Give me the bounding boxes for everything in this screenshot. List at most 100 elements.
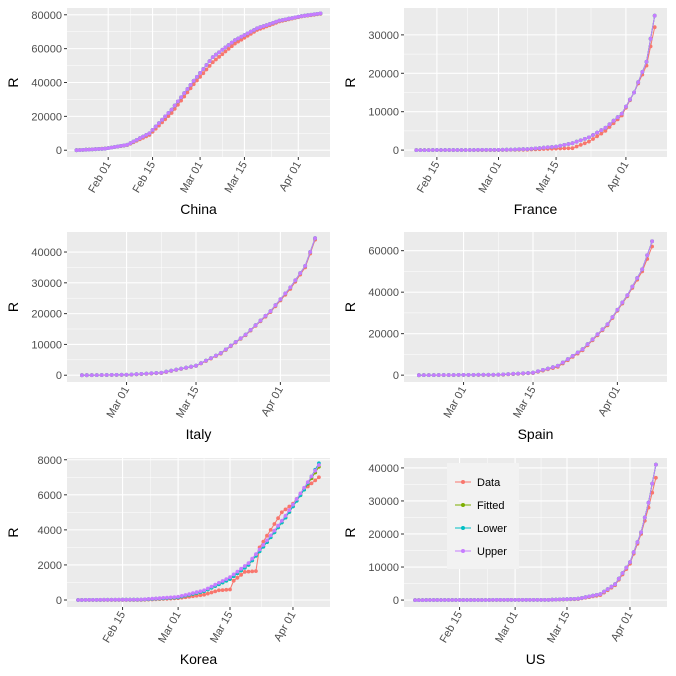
data-point bbox=[166, 111, 171, 115]
data-point bbox=[220, 579, 225, 583]
data-point bbox=[582, 141, 587, 146]
data-point bbox=[579, 596, 584, 600]
data-point bbox=[298, 271, 303, 275]
data-point bbox=[89, 373, 94, 377]
data-point bbox=[476, 598, 480, 602]
x-tick-label: Mar 15 bbox=[545, 610, 573, 646]
data-point bbox=[413, 598, 417, 602]
data-point bbox=[198, 75, 203, 79]
series-upper bbox=[414, 13, 657, 153]
data-point bbox=[591, 137, 595, 141]
data-point bbox=[224, 577, 229, 581]
data-point bbox=[517, 147, 521, 152]
data-point bbox=[139, 597, 144, 602]
data-point bbox=[467, 148, 472, 152]
data-point bbox=[560, 360, 565, 365]
data-point bbox=[271, 21, 275, 25]
data-point bbox=[185, 90, 190, 95]
data-point bbox=[639, 530, 643, 535]
data-point bbox=[305, 13, 310, 18]
data-point bbox=[620, 571, 625, 575]
data-point bbox=[531, 598, 536, 602]
x-tick-label: Feb 01 bbox=[86, 160, 114, 196]
data-point bbox=[615, 307, 620, 312]
data-point bbox=[179, 95, 184, 100]
data-point bbox=[418, 148, 423, 153]
data-point bbox=[129, 372, 134, 377]
data-point bbox=[616, 576, 621, 581]
data-point bbox=[142, 597, 147, 602]
data-point bbox=[461, 598, 466, 602]
data-point bbox=[109, 373, 114, 377]
data-point bbox=[233, 38, 237, 43]
series-upper bbox=[76, 463, 321, 602]
y-tick-label: 80000 bbox=[31, 10, 62, 22]
data-point bbox=[176, 102, 180, 107]
data-point bbox=[253, 323, 258, 328]
panel-france: 0 10000 20000 30000 Feb 15 Mar 01 Mar 15 Apr 01… bbox=[342, 8, 667, 217]
data-point bbox=[554, 597, 558, 602]
data-point bbox=[504, 147, 509, 152]
data-point bbox=[640, 267, 645, 272]
data-point bbox=[207, 64, 212, 68]
data-point bbox=[83, 598, 88, 602]
data-point bbox=[509, 598, 514, 602]
data-point bbox=[603, 129, 608, 133]
data-point bbox=[239, 37, 244, 42]
data-point bbox=[278, 297, 283, 302]
y-tick-label: 0 bbox=[56, 595, 62, 607]
data-point bbox=[424, 598, 429, 602]
data-point bbox=[565, 357, 570, 362]
data-point bbox=[610, 315, 615, 319]
data-point bbox=[574, 139, 579, 144]
data-point bbox=[463, 148, 468, 152]
data-point bbox=[106, 146, 111, 151]
data-point bbox=[613, 582, 617, 587]
data-point bbox=[551, 365, 555, 370]
data-point bbox=[80, 373, 84, 378]
data-point bbox=[318, 11, 323, 16]
data-point bbox=[250, 569, 255, 574]
y-tick-label: 40000 bbox=[31, 78, 62, 90]
panel-background bbox=[404, 232, 667, 382]
data-point bbox=[153, 124, 158, 129]
y-tick-label: 30000 bbox=[368, 496, 399, 508]
x-tick-label: Apr 01 bbox=[605, 160, 632, 194]
data-point bbox=[591, 593, 595, 598]
data-point bbox=[557, 597, 562, 602]
data-point bbox=[279, 518, 284, 523]
data-point bbox=[238, 336, 243, 341]
data-point bbox=[248, 328, 253, 332]
data-point bbox=[476, 148, 480, 152]
data-point bbox=[242, 570, 247, 574]
data-point bbox=[147, 131, 152, 136]
x-tick-label: Apr 01 bbox=[272, 610, 299, 644]
data-point bbox=[486, 372, 491, 377]
data-point bbox=[277, 18, 282, 23]
data-point bbox=[128, 141, 133, 146]
y-tick-label: 8000 bbox=[38, 455, 62, 467]
data-point bbox=[447, 148, 452, 152]
series-upper bbox=[74, 11, 323, 153]
data-point bbox=[645, 253, 650, 258]
data-point bbox=[252, 28, 256, 32]
y-tick-label: 20000 bbox=[31, 111, 62, 123]
data-point bbox=[293, 15, 297, 20]
data-point bbox=[443, 148, 447, 152]
x-tick-label: Feb 15 bbox=[101, 610, 129, 646]
panel-background bbox=[67, 458, 330, 607]
data-point bbox=[302, 485, 306, 490]
data-point bbox=[430, 148, 435, 152]
data-point bbox=[223, 347, 228, 352]
data-point bbox=[265, 538, 269, 543]
data-point bbox=[100, 147, 104, 151]
data-point bbox=[635, 540, 640, 545]
data-point bbox=[574, 144, 579, 149]
data-point bbox=[309, 481, 314, 486]
legend-key-point bbox=[461, 526, 465, 530]
data-point bbox=[525, 147, 530, 152]
data-point bbox=[501, 372, 506, 377]
data-point bbox=[154, 371, 159, 375]
data-point bbox=[255, 26, 259, 31]
data-point bbox=[248, 29, 253, 34]
